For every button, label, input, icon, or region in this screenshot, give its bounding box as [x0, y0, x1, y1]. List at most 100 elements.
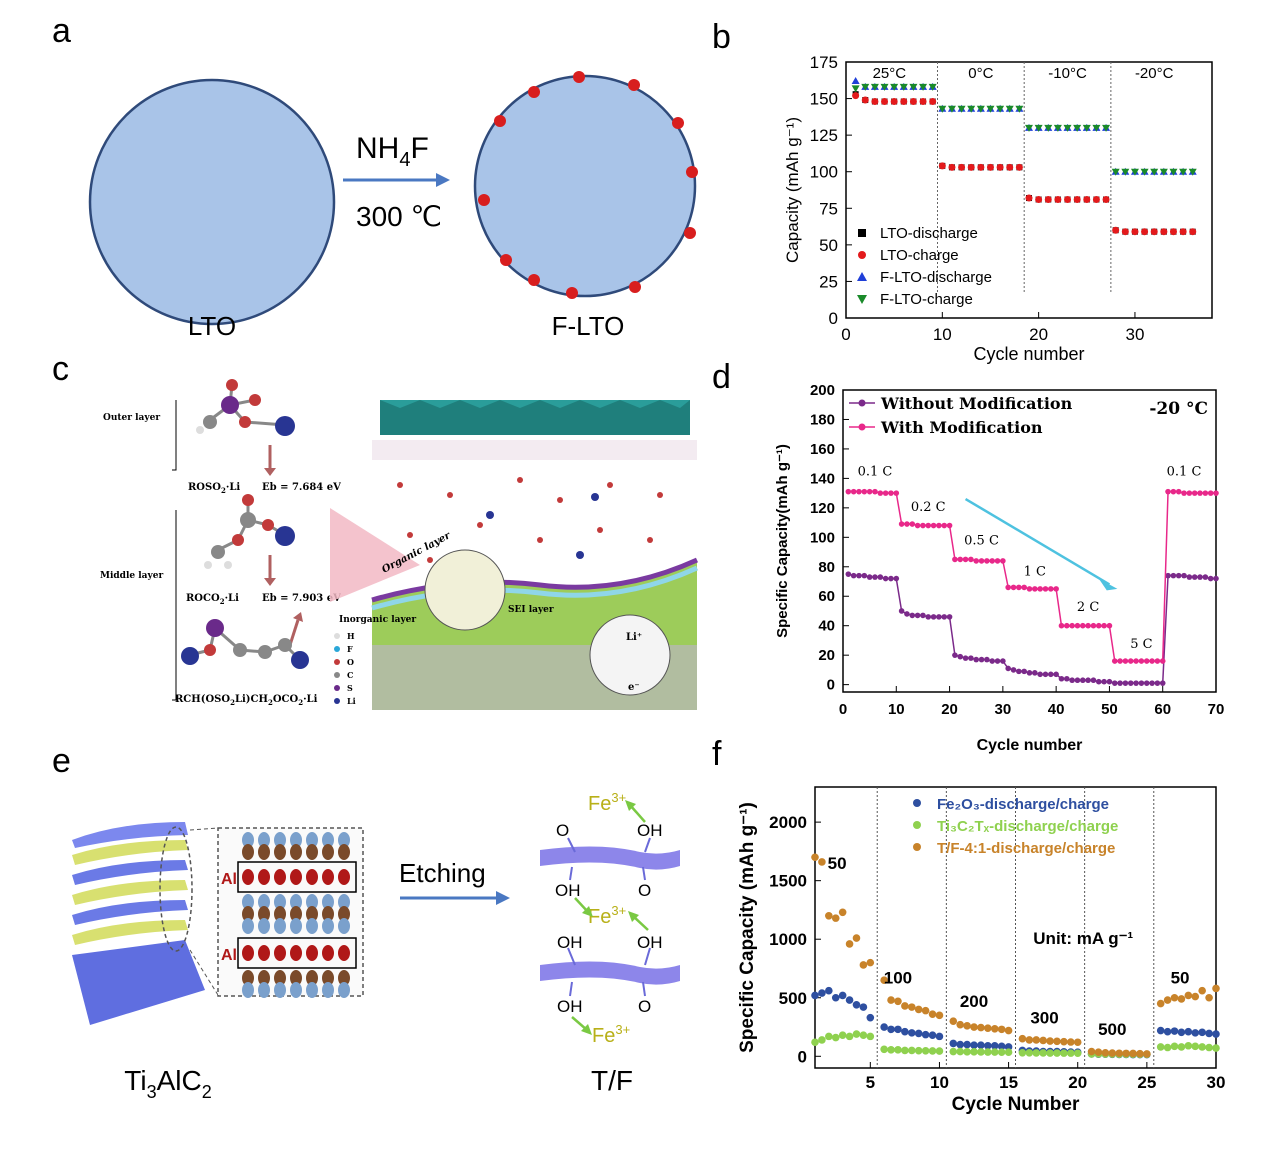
chart-d-xtick-label: 50 — [1101, 701, 1118, 718]
crystal-atom — [322, 982, 334, 998]
chart-b-point — [1121, 168, 1130, 176]
chart-f-point — [1212, 1044, 1220, 1052]
chart-f-ytick-label: 2000 — [769, 813, 807, 832]
chart-f-point — [1053, 1049, 1061, 1057]
chart-f-point — [866, 1013, 875, 1022]
svg-text:O: O — [347, 657, 354, 667]
chart-d-point — [1197, 574, 1203, 580]
crystal-atom — [242, 869, 254, 885]
chart-b-ytick-label: 50 — [819, 236, 838, 255]
chart-f-ytick-label: 500 — [779, 989, 807, 1008]
chart-b-point — [1102, 123, 1111, 131]
chart-d-point — [893, 490, 900, 496]
chart-d-point — [994, 658, 1001, 664]
chart-f-point — [907, 1003, 916, 1011]
chart-f-point — [977, 1048, 985, 1056]
chart-d-point — [978, 656, 985, 663]
chart-b-point — [1063, 123, 1072, 131]
chart-b-point — [1073, 123, 1082, 131]
chart-b-point — [1025, 124, 1033, 132]
chart-f-legend-marker — [913, 843, 921, 851]
chart-b-point — [938, 162, 946, 170]
chart-d-point — [850, 572, 857, 579]
chart-f-point — [977, 1041, 985, 1049]
chart-f-point — [1156, 1026, 1165, 1035]
chart-b-point — [1111, 167, 1120, 175]
chart-b-point — [958, 164, 965, 171]
chart-d-point — [1154, 680, 1161, 686]
chart-f-point — [949, 1039, 958, 1048]
chart-f-point — [1046, 1047, 1054, 1056]
chart-b-point — [987, 164, 994, 171]
chart-d-point — [952, 652, 958, 658]
chart-d-point — [1143, 680, 1150, 686]
chart-d-ytick-label: 80 — [818, 559, 835, 576]
chart-d-point — [845, 488, 852, 495]
chart-b-point — [890, 83, 899, 91]
chart-d-point — [877, 574, 884, 580]
lto-crystal-layer — [380, 400, 690, 435]
chart-d-point — [888, 490, 894, 496]
chart-f-point — [1136, 1049, 1144, 1058]
chart-f-xlabel: Cycle Number — [952, 1094, 1080, 1115]
middle-layer-label: Middle layer — [100, 571, 163, 581]
chart-d-point — [1064, 622, 1070, 629]
chart-f-point — [1004, 1026, 1013, 1035]
chart-f-point — [866, 958, 875, 967]
chart-f-point — [921, 1046, 930, 1055]
crystal-atom — [306, 906, 318, 922]
chart-d-point — [1016, 584, 1022, 591]
chart-f-point — [1025, 1036, 1034, 1044]
chart-d-point — [1186, 490, 1193, 496]
panel-label-c: c — [52, 350, 69, 388]
chart-d-point — [1170, 488, 1177, 495]
chart-b-point — [967, 163, 975, 171]
chart-f-point — [997, 1048, 1006, 1056]
chart-b-point — [899, 83, 908, 91]
chart-f-point — [1143, 1050, 1151, 1058]
surface-groups — [567, 837, 651, 997]
crystal-atoms — [242, 832, 350, 998]
crystal-atom — [242, 982, 254, 998]
chart-f-point — [1039, 1047, 1047, 1056]
chart-b-point — [1035, 196, 1043, 204]
chart-d-point — [1143, 658, 1150, 664]
chart-b-point — [1150, 228, 1158, 236]
chart-f-point — [887, 1046, 895, 1054]
chart-b-point — [909, 82, 918, 90]
chart-f-point — [1018, 1048, 1027, 1057]
chart-f-point — [928, 1010, 937, 1018]
chart-b-point — [928, 82, 937, 90]
chart-b-point — [976, 105, 985, 113]
chart-d-point — [904, 611, 910, 617]
inorganic-layer-band — [371, 565, 699, 611]
panel-c-sei-illustration: Outer layer ROSO2·Li Eb = 7.684 eV Middl… — [100, 379, 699, 710]
chart-d-rate-label: 0.2 C — [911, 500, 946, 515]
chart-f-point — [887, 1025, 895, 1034]
panel-label-f: f — [712, 735, 722, 773]
chart-f-ylabel: Specific Capacity (mAh g⁻¹) — [737, 802, 758, 1053]
chart-d-point — [1181, 572, 1187, 579]
chart-d-point — [989, 558, 995, 564]
chart-d-point — [941, 614, 948, 620]
chart-d-ytick-label: 20 — [818, 647, 835, 664]
chart-b-point — [852, 91, 859, 98]
chart-d-point — [1149, 658, 1155, 664]
svg-text:S: S — [347, 683, 353, 693]
chart-b-point — [909, 83, 918, 91]
chart-f-point — [1184, 991, 1193, 1000]
crystal-atom — [274, 832, 286, 848]
arrow-down-2-head — [264, 578, 276, 586]
chart-d-point — [1207, 575, 1214, 582]
chart-f-point — [1032, 1036, 1041, 1044]
mxene-sheet-2 — [540, 961, 680, 985]
chart-d-point — [920, 612, 926, 619]
chart-b-ylabel: Capacity (mAh g⁻¹) — [783, 117, 802, 263]
chart-f-point — [935, 1011, 944, 1020]
chart-b-point — [1073, 196, 1081, 204]
chart-f-point — [880, 976, 888, 984]
molecule-rosoli — [196, 379, 295, 436]
chart-d-point — [978, 558, 985, 564]
chart-b-point — [1160, 228, 1167, 235]
chart-f-point — [914, 1046, 923, 1055]
